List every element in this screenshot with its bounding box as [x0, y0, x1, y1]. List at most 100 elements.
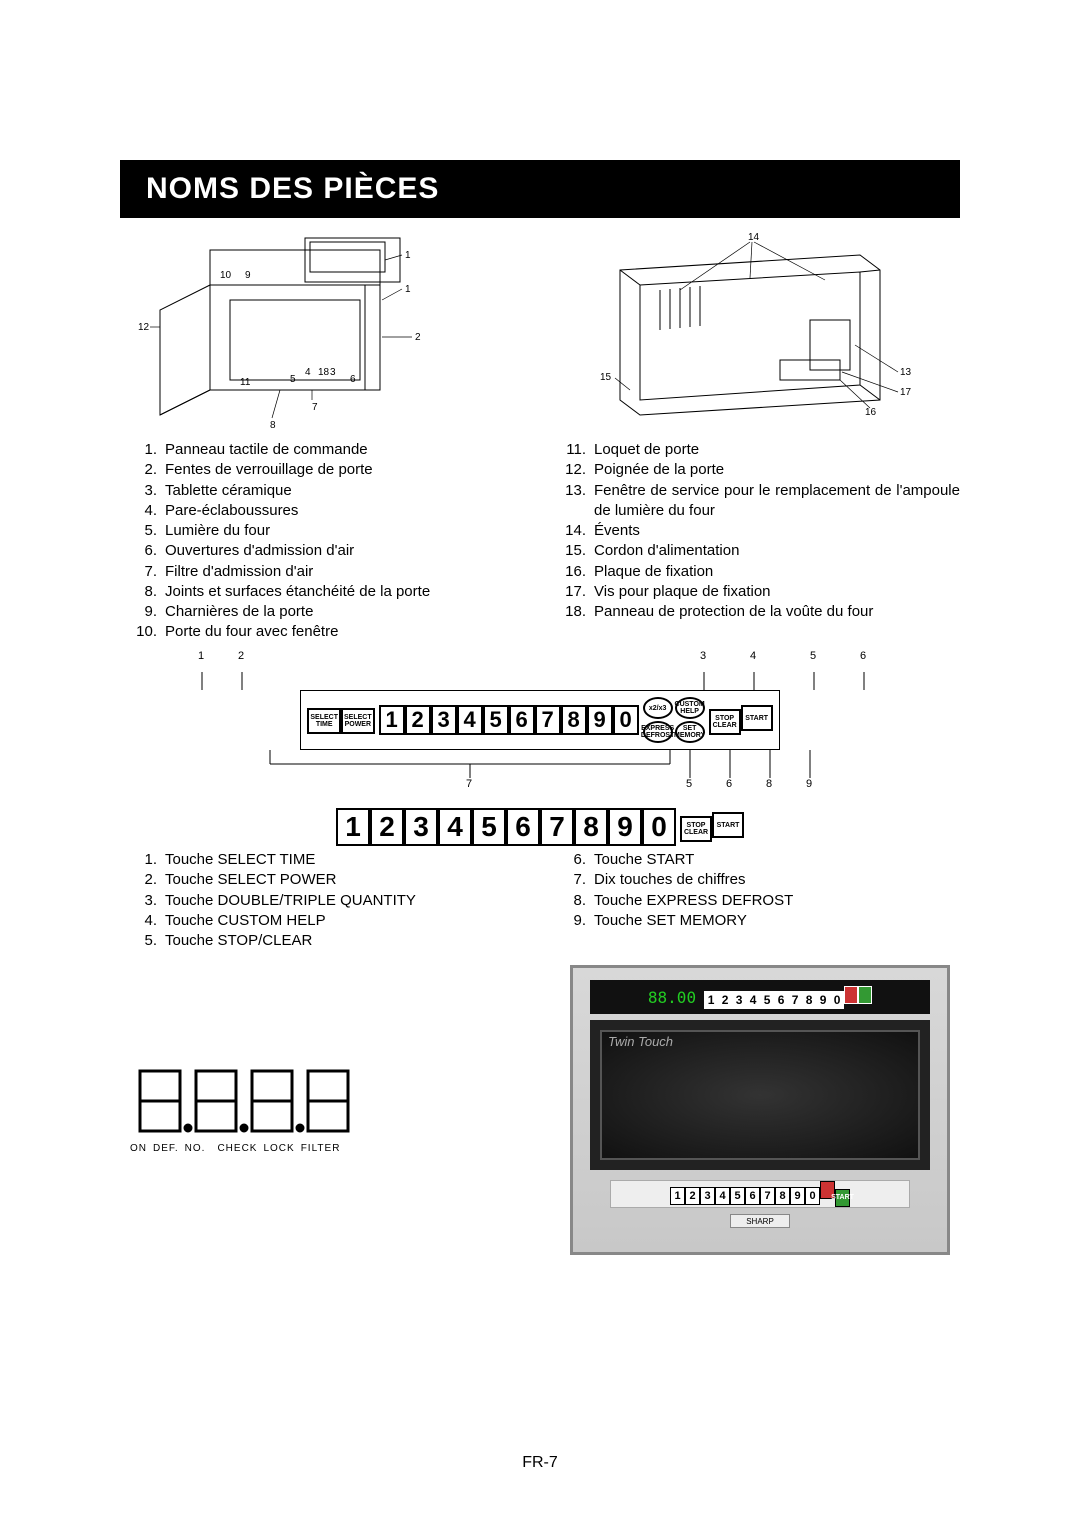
panel-key[interactable]: 4	[457, 705, 483, 735]
front-callout-11: 11	[240, 377, 251, 388]
list-item-number: 6.	[564, 850, 594, 870]
panel-key[interactable]: 8	[574, 808, 608, 846]
panel-key[interactable]: 4	[438, 808, 472, 846]
front-callout-2: 2	[415, 332, 421, 343]
panel-key[interactable]: SET MEMORY	[675, 721, 705, 743]
photo-key[interactable]: 1	[704, 991, 718, 1009]
photo-key[interactable]: 8	[802, 991, 816, 1009]
photo-key[interactable]: 4	[746, 991, 760, 1009]
front-callout-9: 9	[245, 270, 251, 281]
panel-key[interactable]: START	[741, 705, 773, 731]
panel-key[interactable]: 6	[506, 808, 540, 846]
panel-key[interactable]: START	[712, 812, 744, 838]
photo-display: 88.00	[648, 988, 696, 1007]
control-panel-diagram: 1 2 3 4 5 6 SELECT TIMESELECT POWER 1234…	[130, 650, 950, 835]
panel-key[interactable]: 3	[431, 705, 457, 735]
photo-key[interactable]: 9	[816, 991, 830, 1009]
photo-start-key[interactable]: START	[835, 1189, 850, 1207]
list-item-number: 5.	[135, 931, 165, 951]
list-item-text: Vis pour plaque de fixation	[594, 582, 960, 602]
display-label: LOCK	[263, 1143, 294, 1154]
panel-key[interactable]: 5	[472, 808, 506, 846]
panel-key[interactable]: SELECT TIME	[307, 708, 341, 734]
list-item-number: 18.	[564, 602, 594, 622]
panel-key[interactable]: 0	[613, 705, 639, 735]
photo-key[interactable]: 0	[805, 1187, 820, 1205]
photo-key[interactable]: 8	[775, 1187, 790, 1205]
photo-key[interactable]: 6	[745, 1187, 760, 1205]
front-callout-5: 5	[290, 374, 296, 385]
photo-stop-key[interactable]	[844, 986, 858, 1004]
list-item-text: Fentes de verrouillage de porte	[165, 460, 531, 480]
list-item-number: 10.	[135, 622, 165, 642]
panel-key[interactable]: 3	[404, 808, 438, 846]
photo-key[interactable]: 2	[685, 1187, 700, 1205]
list-item: 3.Tablette céramique	[135, 481, 531, 501]
panel-top-3: 3	[700, 650, 706, 662]
panel-key[interactable]: CUSTOM HELP	[675, 697, 705, 719]
panel-key[interactable]: STOP CLEAR	[680, 816, 712, 842]
list-item: 14.Évents	[564, 521, 960, 541]
photo-key[interactable]: 5	[730, 1187, 745, 1205]
photo-key[interactable]: 9	[790, 1187, 805, 1205]
panel-key[interactable]: 2	[405, 705, 431, 735]
panel-key[interactable]: 9	[608, 808, 642, 846]
photo-key[interactable]: 7	[788, 991, 802, 1009]
panel-key[interactable]: EXPRESS DEFROST	[643, 721, 673, 743]
list-item: 8.Joints et surfaces étanchéité de la po…	[135, 582, 531, 602]
list-item-text: Évents	[594, 521, 960, 541]
panel-key[interactable]: 0	[642, 808, 676, 846]
panel-key[interactable]: 8	[561, 705, 587, 735]
list-item-number: 17.	[564, 582, 594, 602]
photo-key[interactable]: 3	[732, 991, 746, 1009]
list-item: 16.Plaque de fixation	[564, 562, 960, 582]
panel-key[interactable]: 6	[509, 705, 535, 735]
parts-lists: 1.Panneau tactile de commande2.Fentes de…	[135, 440, 960, 643]
rear-diagram-svg: 14 15 13 17 16	[580, 230, 950, 430]
list-item: 1.Panneau tactile de commande	[135, 440, 531, 460]
list-item-text: Tablette céramique	[165, 481, 531, 501]
list-item-number: 4.	[135, 911, 165, 931]
list-item-text: Touche STOP/CLEAR	[165, 931, 531, 951]
panel-key[interactable]: 7	[540, 808, 574, 846]
photo-key[interactable]: 1	[670, 1187, 685, 1205]
panel-leader-mid	[130, 750, 950, 778]
panel-key[interactable]: SELECT POWER	[341, 708, 375, 734]
panel-key[interactable]: x2/x3	[643, 697, 673, 719]
front-callout-18: 18	[318, 367, 330, 378]
list-item: 9.Charnières de la porte	[135, 602, 531, 622]
photo-brand: SHARP	[730, 1214, 790, 1228]
photo-key[interactable]: 0	[830, 991, 844, 1009]
list-item-number: 9.	[135, 602, 165, 622]
photo-key[interactable]: 5	[760, 991, 774, 1009]
photo-top-panel: 88.00 1234567890	[590, 980, 930, 1014]
front-callout-1: 1	[405, 250, 411, 261]
front-callout-7: 7	[312, 402, 318, 413]
list-item-text: Porte du four avec fenêtre	[165, 622, 531, 642]
list-item-text: Panneau de protection de la voûte du fou…	[594, 602, 960, 622]
list-item-text: Plaque de fixation	[594, 562, 960, 582]
list-item-number: 14.	[564, 521, 594, 541]
panel-key[interactable]: 5	[483, 705, 509, 735]
photo-key[interactable]: 4	[715, 1187, 730, 1205]
photo-key[interactable]: 7	[760, 1187, 775, 1205]
display-label: NO.	[185, 1143, 206, 1154]
panel-key[interactable]: 2	[370, 808, 404, 846]
panel-key[interactable]: 7	[535, 705, 561, 735]
photo-start-key[interactable]	[858, 986, 872, 1004]
list-item: 13.Fenêtre de service pour le remplaceme…	[564, 481, 960, 522]
list-item-text: Touche SET MEMORY	[594, 911, 960, 931]
panel-mid-9: 9	[806, 778, 812, 790]
display-label: ON	[130, 1143, 147, 1154]
panel-key[interactable]: 9	[587, 705, 613, 735]
list-item: 17.Vis pour plaque de fixation	[564, 582, 960, 602]
panel-key[interactable]: 1	[379, 705, 405, 735]
front-callout-3: 3	[330, 367, 336, 378]
list-item: 2.Touche SELECT POWER	[135, 870, 531, 890]
photo-key[interactable]: 6	[774, 991, 788, 1009]
photo-key[interactable]: 2	[718, 991, 732, 1009]
panel-key[interactable]: STOP CLEAR	[709, 709, 741, 735]
panel-key[interactable]: 1	[336, 808, 370, 846]
list-item-number: 2.	[135, 460, 165, 480]
photo-key[interactable]: 3	[700, 1187, 715, 1205]
